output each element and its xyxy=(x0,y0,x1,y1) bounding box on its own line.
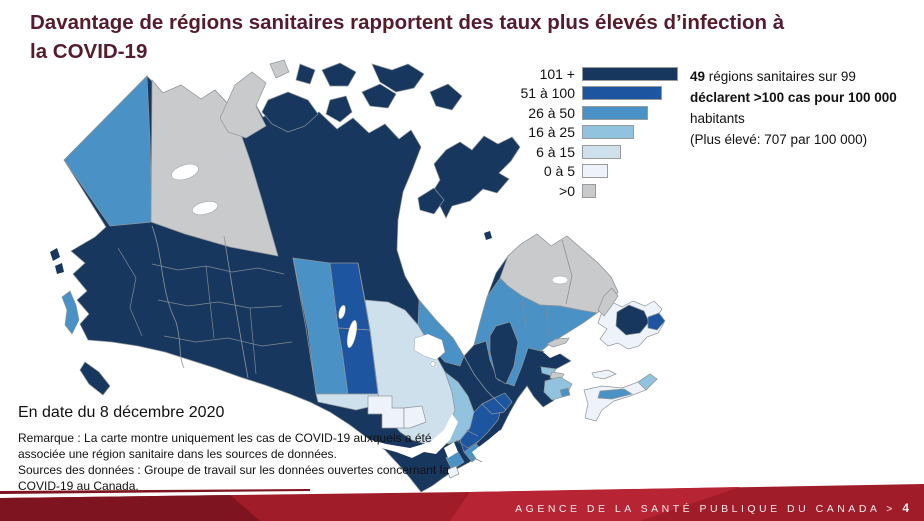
annotation-line-3: habitants xyxy=(690,111,745,126)
page-title-line1: Davantage de régions sanitaires rapporte… xyxy=(30,11,785,34)
map-region-nwt xyxy=(150,79,279,257)
map-legend: 101 + 51 à 100 26 à 50 16 à 25 6 à 15 0 à 5 >0 xyxy=(505,64,678,201)
footer-agency: AGENCE DE LA SANTÉ PUBLIQUE DU CANADA xyxy=(515,503,880,515)
map-region-hudson-islet xyxy=(484,231,492,240)
map-region-nova-scotia xyxy=(583,373,658,422)
st-lawrence-estuary xyxy=(543,306,615,358)
map-region-arctic-island xyxy=(325,95,353,123)
internal-borders xyxy=(117,225,573,463)
footer-facet-left xyxy=(0,495,260,521)
map-region-nl-central xyxy=(615,304,650,336)
footer-thin-line xyxy=(0,489,310,494)
footer-facet-right xyxy=(450,487,740,521)
map-region-ellesmere xyxy=(371,63,425,93)
map-region-bc-islet xyxy=(55,263,64,274)
legend-label: >0 xyxy=(559,182,575,199)
map-region-bc-islet xyxy=(50,248,60,261)
map-region-new-brunswick-east xyxy=(559,387,571,398)
legend-swatch xyxy=(582,105,648,120)
legend-item: 6 à 15 xyxy=(505,142,678,162)
map-region-arctic-island xyxy=(295,63,316,85)
map-region-nova-scotia-blue xyxy=(597,388,633,400)
footnote-line: Sources des données : Groupe de travail … xyxy=(18,463,449,477)
footer-separator: > xyxy=(886,503,896,515)
map-region-nl-northern-peninsula xyxy=(597,287,619,317)
legend-swatch xyxy=(582,144,621,159)
map-region-haida-gwaii xyxy=(61,290,80,335)
annotation-count: 49 xyxy=(690,69,706,84)
map-region-hudson-islet xyxy=(388,228,397,239)
legend-item: 26 à 50 xyxy=(505,103,678,123)
legend-label: 0 à 5 xyxy=(543,163,575,180)
legend-item: 0 à 5 xyxy=(505,162,678,182)
great-slave-lake xyxy=(192,201,218,215)
legend-label: 51 à 100 xyxy=(520,85,576,102)
map-region-nl-east xyxy=(647,312,666,331)
map-region-baffin xyxy=(429,135,521,219)
ontario-lake xyxy=(413,333,446,361)
great-bear-lake xyxy=(171,163,199,181)
as-of-date: En date du 8 décembre 2020 xyxy=(18,404,225,421)
map-region-arctic-island xyxy=(321,62,357,87)
legend-swatch xyxy=(582,125,634,140)
lake-ontario-erie xyxy=(472,430,507,461)
map-footnote: Remarque : La carte montre uniquement le… xyxy=(18,430,449,494)
legend-swatch xyxy=(582,66,678,81)
map-region-gray-island xyxy=(269,59,290,79)
legend-label: 26 à 50 xyxy=(528,104,575,121)
map-region-arctic-island xyxy=(429,83,463,111)
map-region-vancouver-island xyxy=(79,361,111,396)
map-region-arctic-island xyxy=(361,83,397,109)
legend-swatch xyxy=(582,86,662,101)
legend-label: 6 à 15 xyxy=(536,143,575,160)
legend-label: 16 à 25 xyxy=(528,124,575,141)
page-title: Davantage de régions sanitaires rapporte… xyxy=(30,8,915,66)
annotation-line-2: déclarent >100 cas pour 100 000 xyxy=(690,90,897,105)
map-region-victoria-island xyxy=(261,91,319,133)
footnote-line: Remarque : La carte montre uniquement le… xyxy=(18,431,432,445)
map-region-quebec-dark-wedge xyxy=(489,321,519,385)
lake-winnipeg xyxy=(346,320,358,348)
legend-label: 101 + xyxy=(539,65,575,82)
map-region-anticosti xyxy=(546,337,570,348)
map-region-ontario-white-2 xyxy=(403,405,427,429)
map-annotation: 49 régions sanitaires sur 99 déclarent >… xyxy=(690,66,924,150)
legend-item: 16 à 25 xyxy=(505,123,678,143)
ontario-small-lake xyxy=(430,361,436,367)
map-region-banks-island xyxy=(219,71,267,139)
georgian-bay xyxy=(444,442,458,458)
map-region-ontario-south-white xyxy=(446,465,460,479)
map-region-pei xyxy=(591,369,617,380)
legend-swatch xyxy=(582,164,608,179)
legend-item: >0 xyxy=(505,181,678,201)
annotation-line-4: (Plus élevé: 707 par 100 000) xyxy=(690,132,868,147)
legend-item: 51 à 100 xyxy=(505,84,678,104)
legend-swatch xyxy=(582,183,596,198)
quebec-lake xyxy=(551,275,569,285)
footer-ribbon xyxy=(0,484,924,521)
map-region-yukon xyxy=(63,75,153,227)
legend-item: 101 + xyxy=(505,64,678,84)
footer-text: AGENCE DE LA SANTÉ PUBLIQUE DU CANADA > … xyxy=(515,501,910,515)
page-title-line2: la COVID-19 xyxy=(30,40,148,63)
lake-superior-huron xyxy=(356,414,458,458)
map-region-cape-breton xyxy=(637,373,658,391)
lake-winnipegosis xyxy=(338,304,346,320)
footnote-line: COVID-19 au Canada. xyxy=(18,479,139,493)
footer-page-number: 4 xyxy=(902,501,910,515)
map-region-southampton xyxy=(417,187,445,215)
footnote-line: associée une région sanitaire dans les s… xyxy=(18,447,337,461)
annotation-line-1: 49 régions sanitaires sur 99 xyxy=(690,69,856,84)
